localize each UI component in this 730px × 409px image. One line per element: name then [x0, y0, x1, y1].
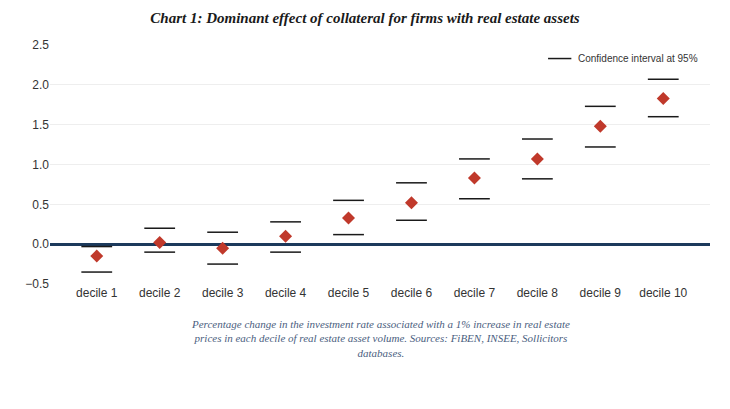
svg-text:decile 2: decile 2: [139, 286, 181, 300]
svg-text:1.5: 1.5: [32, 118, 49, 132]
svg-text:Percentage change in the inves: Percentage change in the investment rate…: [191, 318, 570, 359]
svg-text:Confidence interval at 95%: Confidence interval at 95%: [578, 53, 698, 64]
svg-text:decile 5: decile 5: [328, 286, 370, 300]
svg-text:decile 4: decile 4: [265, 286, 307, 300]
svg-text:decile 8: decile 8: [517, 286, 559, 300]
svg-text:decile 1: decile 1: [76, 286, 118, 300]
svg-text:Chart 1: Dominant effect of co: Chart 1: Dominant effect of collateral f…: [150, 10, 579, 26]
svg-text:2.0: 2.0: [32, 78, 49, 92]
svg-text:1.0: 1.0: [32, 158, 49, 172]
svg-text:decile 10: decile 10: [639, 286, 687, 300]
svg-text:0.0: 0.0: [32, 237, 49, 251]
svg-text:0.5: 0.5: [32, 198, 49, 212]
svg-text:decile 7: decile 7: [454, 286, 496, 300]
svg-text:decile 6: decile 6: [391, 286, 433, 300]
svg-text:2.5: 2.5: [32, 38, 49, 52]
svg-text:decile 9: decile 9: [580, 286, 622, 300]
svg-text:decile 3: decile 3: [202, 286, 244, 300]
svg-text:−0.5: −0.5: [25, 277, 49, 291]
